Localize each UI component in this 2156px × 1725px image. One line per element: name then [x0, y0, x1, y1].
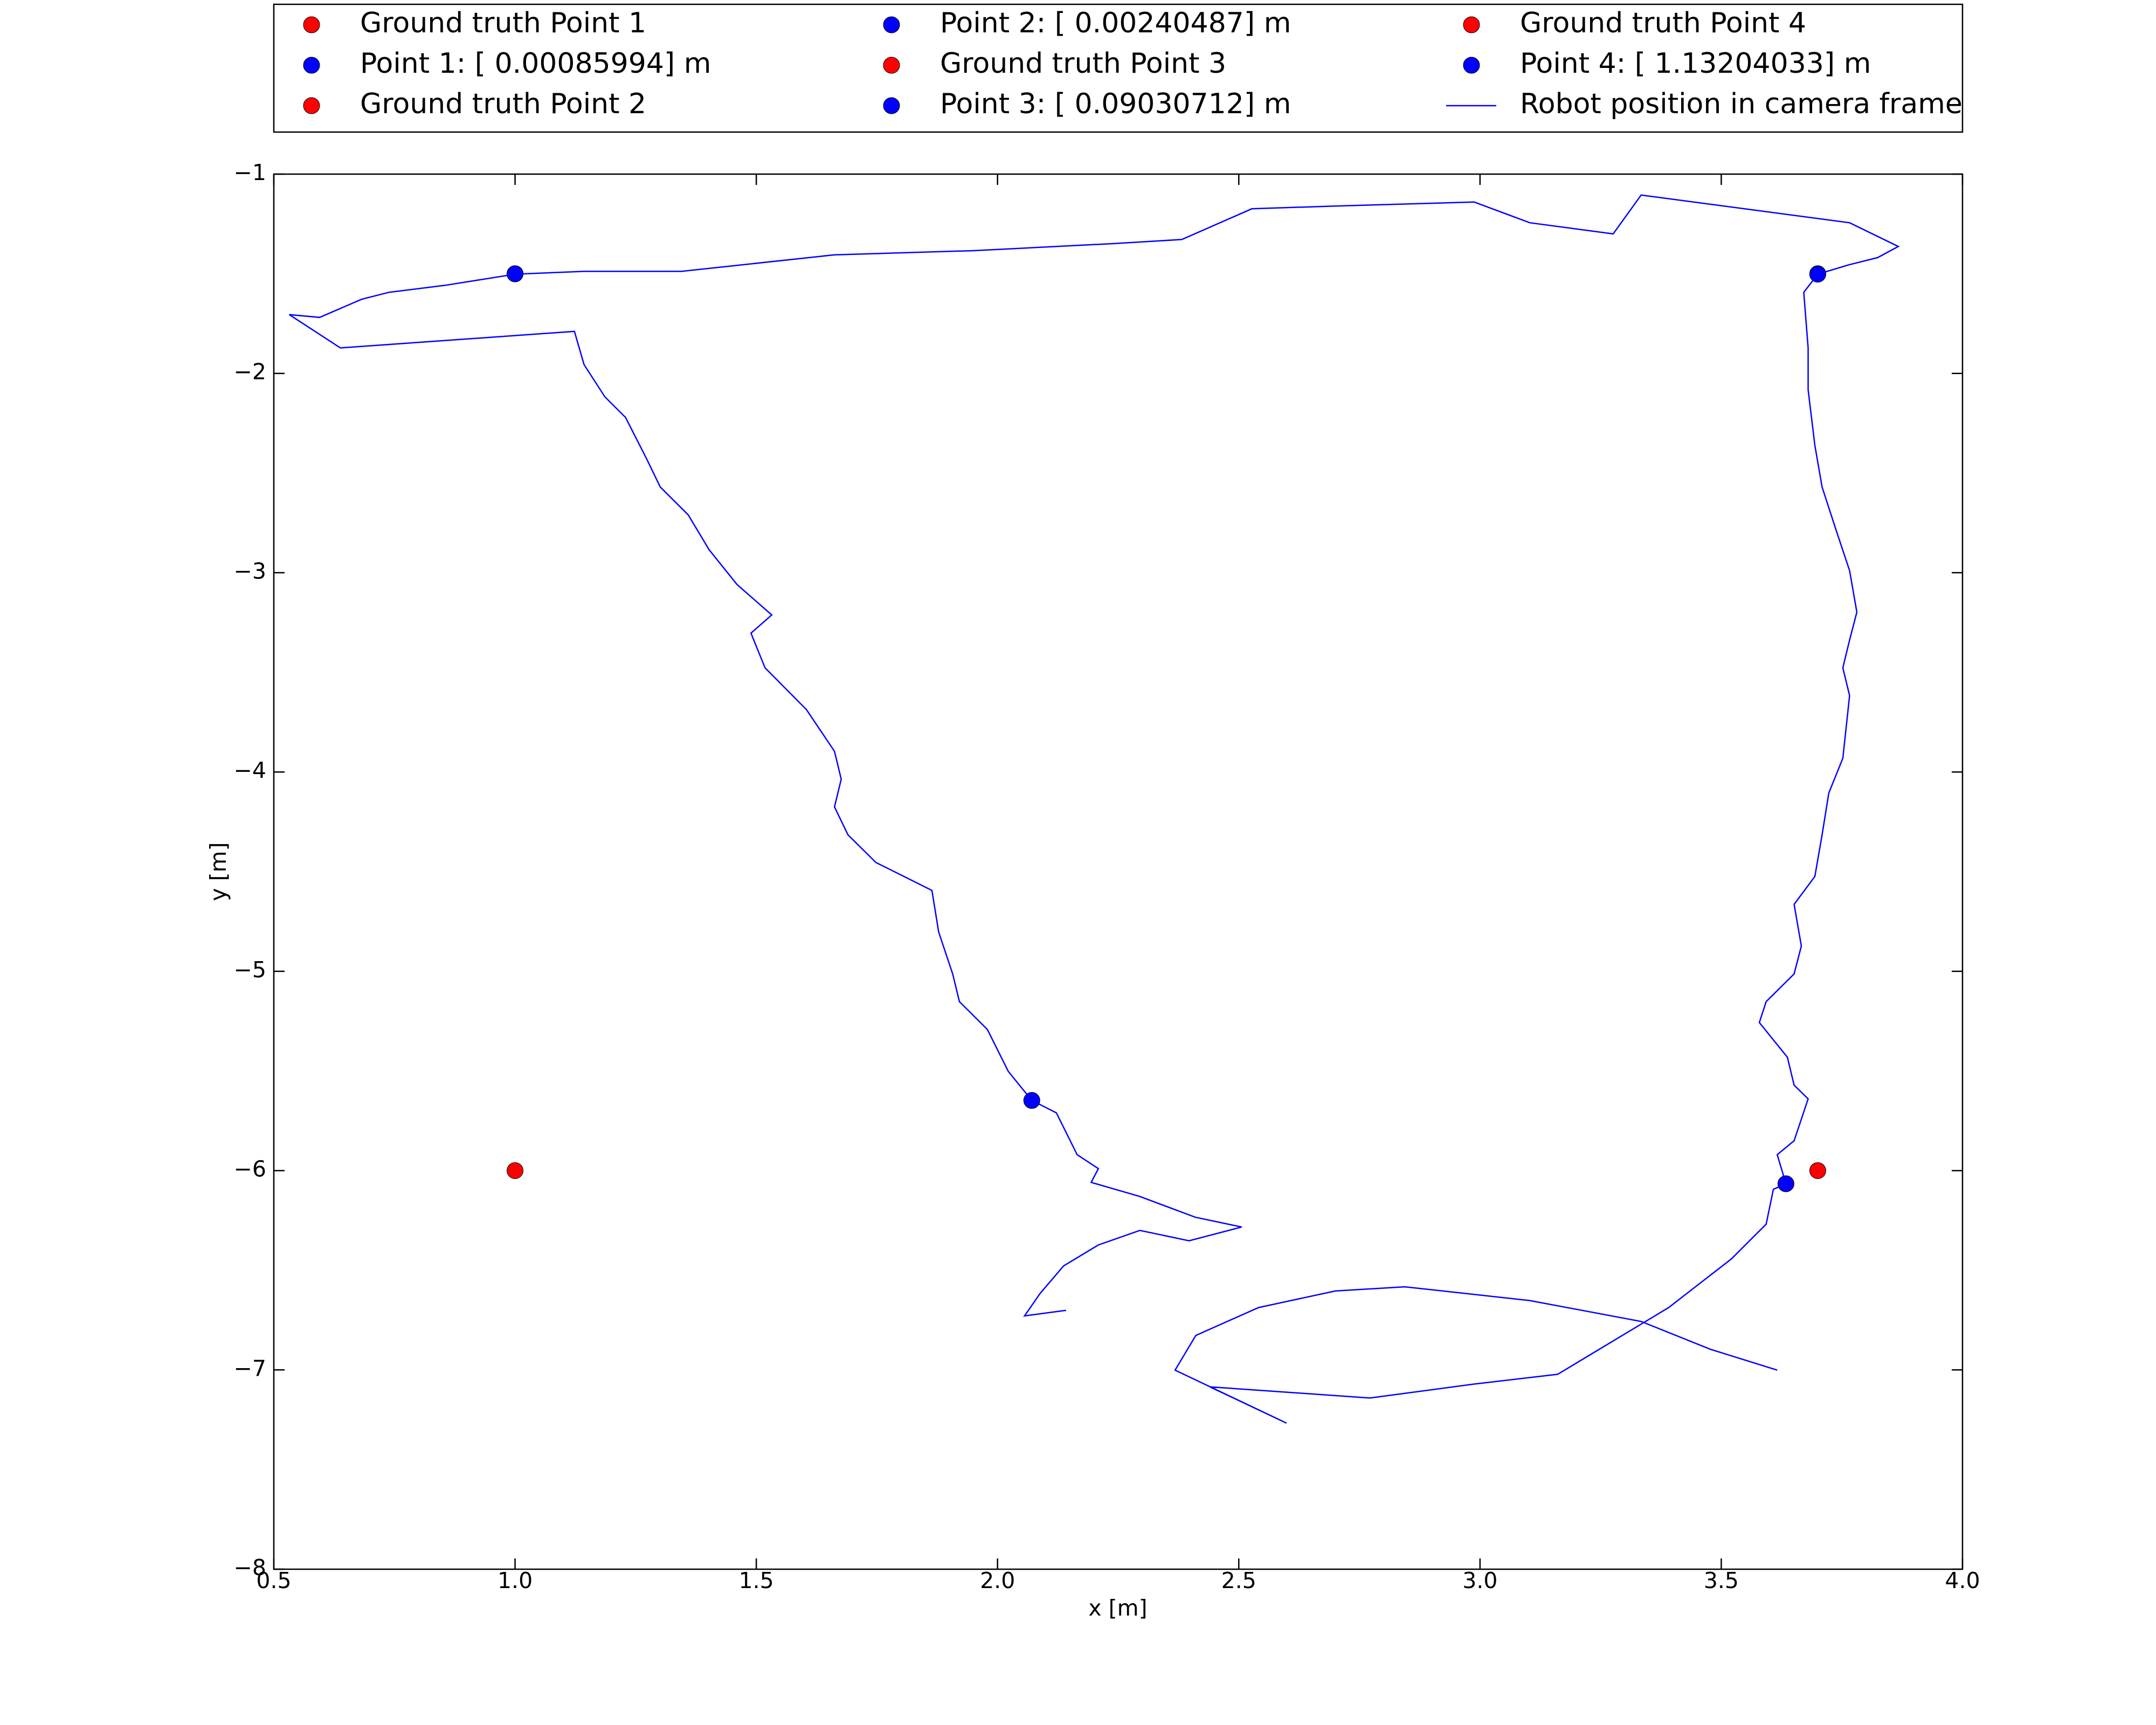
y-tick-label: −5	[234, 957, 266, 983]
x-tick-label: 0.5	[256, 1568, 291, 1593]
y-tick-label: −2	[234, 359, 266, 385]
legend-marker	[1463, 57, 1480, 74]
legend-label: Ground truth Point 2	[360, 88, 646, 120]
legend-label: Point 4: [ 1.13204033] m	[1520, 47, 1871, 80]
x-tick-label: 3.0	[1462, 1568, 1497, 1593]
legend-label: Point 1: [ 0.00085994] m	[360, 47, 711, 80]
legend-label: Point 3: [ 0.09030712] m	[940, 88, 1291, 120]
y-axis-label: y [m]	[205, 842, 231, 901]
legend-label: Robot position in camera frame	[1520, 88, 1962, 120]
x-axis-label: x [m]	[1088, 1595, 1147, 1621]
legend-label: Ground truth Point 3	[940, 47, 1226, 80]
y-tick-label: −1	[234, 160, 266, 185]
legend-label: Ground truth Point 4	[1520, 7, 1806, 39]
legend-marker	[1463, 16, 1480, 33]
trajectory-line	[288, 194, 1900, 1424]
legend-marker	[883, 57, 900, 74]
plot-frame	[273, 173, 1964, 1570]
point-marker	[1809, 1162, 1826, 1179]
x-tick-label: 2.0	[980, 1568, 1015, 1593]
legend-marker	[883, 16, 900, 33]
y-tick-label: −8	[234, 1555, 266, 1581]
y-tick-label: −3	[234, 558, 266, 584]
legend-marker	[303, 57, 320, 74]
x-tick-label: 1.0	[497, 1568, 533, 1593]
point-marker	[507, 1162, 524, 1179]
legend-box	[273, 3, 1964, 133]
legend-label: Ground truth Point 1	[360, 7, 646, 39]
y-tick-label: −6	[234, 1156, 266, 1182]
legend-marker	[303, 97, 320, 114]
legend-marker	[883, 97, 900, 114]
y-tick-label: −7	[234, 1355, 266, 1381]
x-tick-label: 2.5	[1221, 1568, 1256, 1593]
x-tick-label: 4.0	[1945, 1568, 1980, 1593]
legend-label: Point 2: [ 0.00240487] m	[940, 7, 1291, 39]
x-tick-label: 1.5	[739, 1568, 774, 1593]
x-tick-label: 3.5	[1704, 1568, 1739, 1593]
y-tick-label: −4	[234, 757, 266, 783]
legend-marker	[303, 16, 320, 33]
